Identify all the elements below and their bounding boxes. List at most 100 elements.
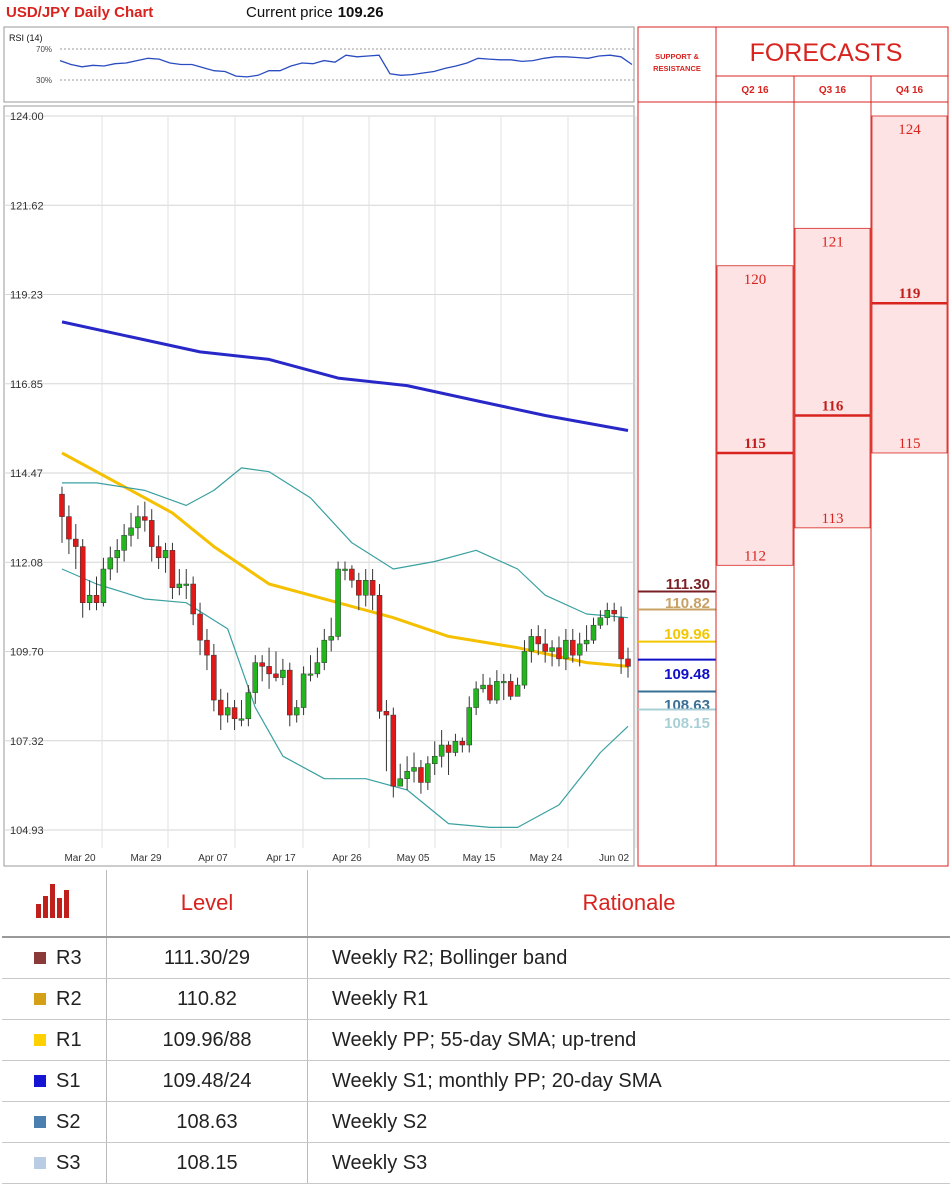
- x-tick-label: Apr 26: [332, 853, 362, 864]
- y-tick-label: 112.08: [10, 557, 43, 569]
- candle-body: [259, 662, 265, 667]
- rsi-level-30: 30%: [36, 76, 52, 85]
- table-row: S1 109.48/24 Weekly S1; monthly PP; 20-day…: [2, 1060, 950, 1102]
- x-tick-label: Apr 07: [198, 853, 228, 864]
- candle-body: [266, 666, 272, 675]
- candle-body: [390, 714, 397, 787]
- candle-body: [335, 568, 341, 637]
- level-label: 110.82: [665, 595, 710, 612]
- forecast-mid-label: 116: [822, 399, 844, 415]
- level-code-label: S2: [56, 1110, 81, 1133]
- candle-body: [494, 681, 500, 701]
- bar-chart-icon: [36, 884, 69, 918]
- candle-body: [135, 516, 141, 529]
- level-code-label: R2: [56, 987, 82, 1010]
- y-tick-label: 107.32: [10, 736, 44, 748]
- candle-body: [86, 594, 93, 603]
- rsi-frame: [3, 26, 635, 103]
- candle-body: [176, 583, 183, 589]
- candle-body: [238, 718, 245, 721]
- candle-body: [93, 594, 100, 603]
- candle-body: [142, 516, 148, 521]
- candle-body: [204, 639, 210, 656]
- rsi-label: RSI (14): [9, 33, 43, 43]
- candle-body: [231, 707, 238, 720]
- candle-body: [369, 580, 376, 596]
- sr-title-line-2: RESISTANCE: [653, 64, 701, 73]
- plot-frame: [3, 105, 635, 867]
- forecast-low-label: 112: [744, 548, 766, 564]
- candle-body: [438, 744, 445, 757]
- level-code: S3: [2, 1143, 106, 1183]
- x-tick-label: Apr 17: [266, 853, 296, 864]
- forecast-range-box: [794, 227, 871, 529]
- current-price-caption: Current price: [246, 4, 333, 21]
- candle-body: [328, 636, 334, 641]
- level-code-label: S3: [56, 1151, 81, 1174]
- sr-title-line-1: SUPPORT &: [655, 52, 699, 61]
- candle-body: [466, 707, 472, 746]
- forecast-column-header: Q2 16: [741, 85, 769, 96]
- level-color-swatch: [34, 1034, 46, 1046]
- level-label: 109.48: [664, 666, 710, 683]
- candle-body: [128, 527, 134, 536]
- forecasts-title: FORECASTS: [750, 39, 903, 67]
- candle-body: [100, 568, 107, 603]
- candle-body: [521, 651, 528, 686]
- candle-body: [79, 546, 86, 603]
- level-code-label: R1: [56, 1028, 82, 1051]
- level-value: 109.48/24: [106, 1060, 308, 1102]
- candle-body: [542, 643, 548, 652]
- candle-body: [411, 767, 417, 772]
- table-row: S2 108.63 Weekly S2: [2, 1101, 950, 1143]
- level-color-swatch: [34, 993, 46, 1005]
- x-axis-ticks: Mar 20 Mar 29 Apr 07 Apr 17 Apr 26 May 05 May …: [64, 853, 629, 864]
- candle-body: [314, 662, 321, 675]
- level-value: 111.30/29: [106, 937, 308, 979]
- level-code: R3: [2, 938, 106, 978]
- candle-body: [549, 647, 555, 652]
- chart-svg: USD/JPY Daily Chart Current price 109.26 …: [3, 4, 949, 867]
- candle-body: [576, 643, 583, 656]
- level-value: 108.15: [106, 1142, 308, 1184]
- x-tick-label: Mar 20: [64, 853, 96, 864]
- header-rationale: Rationale: [307, 870, 950, 938]
- forecast-columns: Q2 16 120 115 112 Q3 16 121 116 113 Q4 16 124 119 1…: [716, 85, 948, 566]
- levels-table-area: Level Rationale R3 111.30/29 Weekly R2; Bo…: [0, 870, 952, 1184]
- candle-body: [459, 741, 466, 746]
- forecast-high-label: 121: [821, 234, 844, 250]
- candle-body: [349, 568, 355, 581]
- y-tick-label: 104.93: [10, 825, 44, 837]
- level-code-cell: S2: [2, 1101, 107, 1143]
- levels-table: Level Rationale R3 111.30/29 Weekly R2; Bo…: [2, 870, 950, 1184]
- level-code: S2: [2, 1102, 106, 1142]
- y-axis-ticks: 124.00 121.62 119.23 116.85 114.47 112.08 109.…: [10, 111, 44, 837]
- level-color-swatch: [34, 1116, 46, 1128]
- y-tick-label: 124.00: [10, 111, 44, 123]
- candle-body: [280, 669, 286, 678]
- candle-body: [625, 658, 631, 667]
- level-code-cell: S3: [2, 1142, 107, 1184]
- candle-body: [590, 624, 597, 641]
- level-label: 111.30: [666, 576, 710, 593]
- series-line: [61, 568, 629, 829]
- chart-title: USD/JPY Daily Chart: [6, 4, 153, 21]
- forecast-high-label: 124: [898, 122, 921, 138]
- table-header-row: Level Rationale: [2, 870, 950, 938]
- candle-body: [356, 580, 362, 596]
- level-value: 110.82: [106, 978, 308, 1020]
- series-line: [61, 320, 629, 432]
- forecast-column-header: Q4 16: [896, 85, 924, 96]
- level-color-swatch: [34, 1157, 46, 1169]
- forecast-high-label: 120: [744, 272, 767, 288]
- candle-body: [121, 535, 127, 551]
- candle-body: [197, 613, 203, 641]
- level-code-label: S1: [56, 1069, 81, 1092]
- candle-body: [501, 681, 507, 684]
- level-code-cell: R3: [2, 937, 107, 979]
- candle-body: [252, 662, 259, 693]
- forecast-column-header: Q3 16: [819, 85, 847, 96]
- forecast-mid-label: 115: [744, 436, 766, 452]
- candle-body: [183, 583, 189, 586]
- forecasts-panel: FORECASTS Q2 16 120 115 112 Q3 16 121 116 113 Q4…: [715, 26, 949, 867]
